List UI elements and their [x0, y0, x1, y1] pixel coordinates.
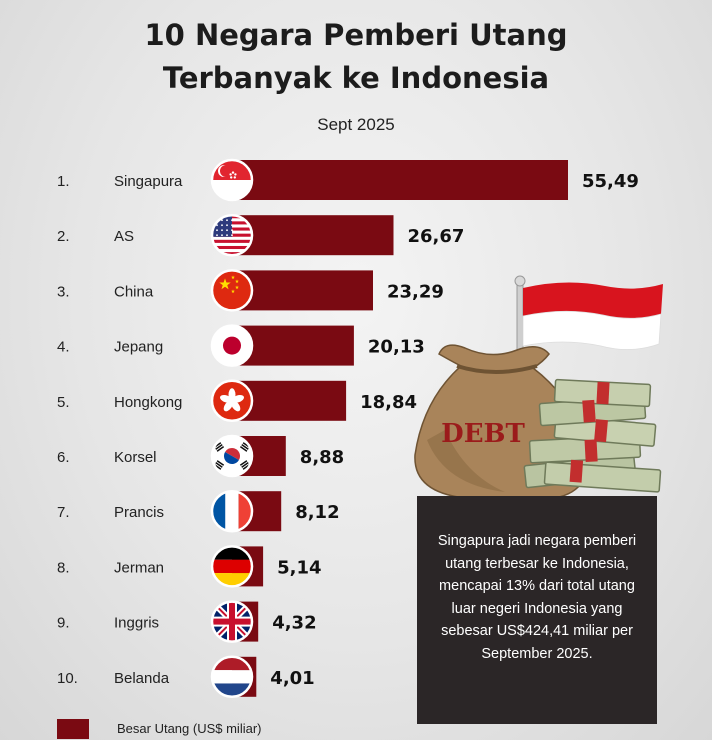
bag-shade: [427, 430, 505, 492]
category-label: Belanda: [114, 670, 170, 687]
netherlands-flag-icon: [210, 655, 254, 699]
info-box: [417, 496, 657, 724]
value-label: 18,84: [360, 392, 417, 413]
rank-label: 6.: [57, 449, 70, 466]
value-label: 8,88: [300, 447, 344, 468]
money-stacks: [523, 378, 662, 493]
rank-label: 7.: [57, 504, 70, 521]
rank-label: 8.: [57, 559, 70, 576]
bar: [232, 215, 394, 256]
flagpole-finial: [514, 275, 526, 287]
category-label: Hongkong: [114, 394, 182, 411]
bar-chart: 1. Singapura 55,49 2. AS 26,67 3. China 23,29 4. J…: [57, 158, 639, 699]
legend-label: Besar Utang (US$ miliar): [117, 721, 262, 736]
japan-flag-icon: [210, 324, 254, 367]
value-label: 55,49: [582, 171, 639, 192]
rank-label: 3.: [57, 283, 70, 300]
value-label: 5,14: [277, 557, 321, 578]
germany-flag-icon: [210, 545, 254, 588]
value-label: 20,13: [368, 337, 425, 358]
title-line-1: 10 Negara Pemberi Utang: [144, 18, 568, 52]
rank-label: 2.: [57, 228, 70, 245]
category-label: Inggris: [114, 615, 159, 632]
category-label: China: [114, 283, 154, 300]
rank-label: 4.: [57, 339, 70, 356]
legend-swatch: [57, 719, 89, 739]
category-label: Korsel: [114, 449, 157, 466]
category-label: Jerman: [114, 559, 164, 576]
category-label: AS: [114, 228, 134, 245]
category-label: Jepang: [114, 339, 163, 356]
value-label: 26,67: [408, 226, 465, 247]
debt-bag-label: DEBT: [441, 419, 525, 449]
hongkong-flag-icon: [210, 379, 254, 423]
south-korea-flag-icon: [210, 434, 254, 478]
indonesia-flag-white: [522, 310, 662, 350]
indonesia-flag-red: [523, 282, 663, 319]
rank-label: 1.: [57, 173, 70, 190]
value-label: 23,29: [387, 281, 444, 302]
china-flag-icon: [210, 269, 254, 312]
category-label: Singapura: [114, 173, 183, 190]
title-line-2: Terbanyak ke Indonesia: [162, 61, 550, 95]
bar: [232, 270, 373, 311]
rank-label: 9.: [57, 615, 70, 632]
rank-label: 10.: [57, 670, 78, 687]
info-text: Singapura jadi negara pemberi utang terb…: [437, 533, 637, 662]
usa-flag-icon: [210, 213, 254, 257]
page-title: 10 Negara Pemberi Utang Terbanyak ke Ind…: [0, 14, 712, 100]
value-label: 4,01: [270, 668, 314, 689]
france-flag-icon: [210, 489, 254, 533]
uk-flag-icon: [210, 600, 254, 643]
debt-illustration: DEBT: [414, 275, 663, 499]
rank-label: 5.: [57, 394, 70, 411]
bag-tie: [456, 364, 538, 374]
value-label: 8,12: [295, 502, 339, 523]
value-label: 4,32: [272, 613, 316, 634]
subtitle: Sept 2025: [317, 115, 395, 134]
bar: [232, 160, 568, 200]
category-label: Prancis: [114, 504, 164, 521]
singapore-flag-icon: [210, 158, 254, 202]
